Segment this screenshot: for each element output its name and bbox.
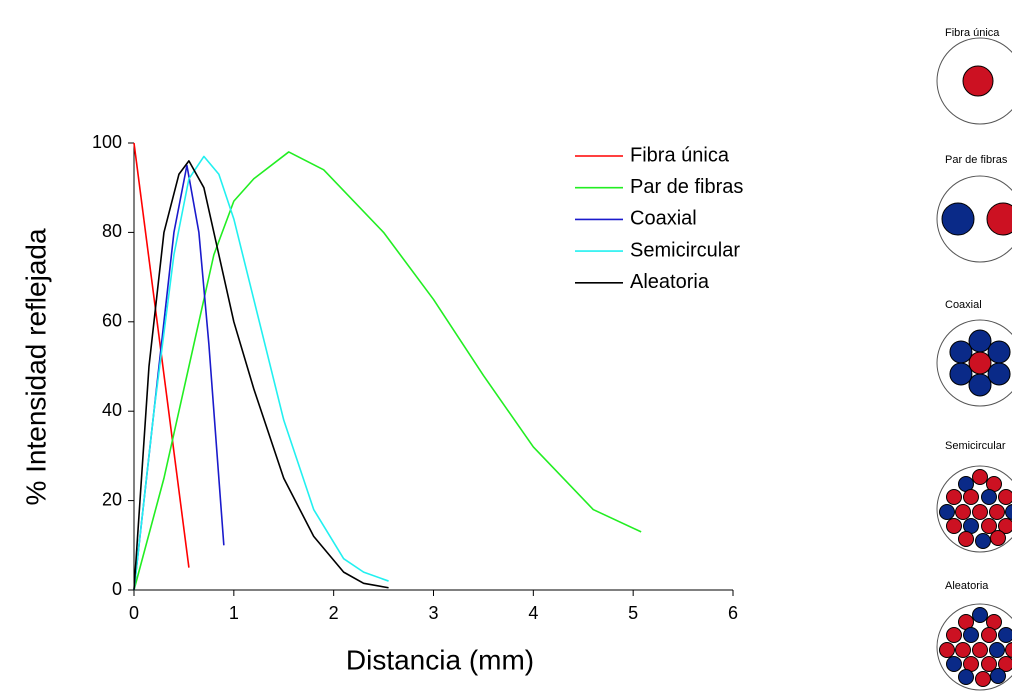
fiber xyxy=(998,489,1012,505)
fiber xyxy=(946,627,962,643)
fiber xyxy=(968,329,992,353)
diagram-outline xyxy=(936,175,1012,263)
legend-label: Par de fibras xyxy=(630,176,743,198)
y-tick-label: 40 xyxy=(102,400,122,420)
y-tick-label: 20 xyxy=(102,489,122,509)
fiber xyxy=(975,533,991,549)
fiber xyxy=(941,202,975,236)
series-line xyxy=(133,160,389,591)
fiber xyxy=(998,518,1012,534)
fiber xyxy=(989,504,1005,520)
diagram-label: Aleatoria xyxy=(945,580,989,592)
fiber xyxy=(958,531,974,547)
fiber xyxy=(1005,504,1012,520)
legend-label: Semicircular xyxy=(630,239,740,261)
fiber xyxy=(949,340,973,364)
diagram-label: Fibra única xyxy=(945,27,1000,39)
fiber xyxy=(972,469,988,485)
fiber xyxy=(981,518,997,534)
x-tick-label: 6 xyxy=(728,603,738,623)
legend-label: Fibra única xyxy=(630,144,730,166)
diagram-label: Par de fibras xyxy=(945,154,1008,166)
legend-label: Coaxial xyxy=(630,208,697,230)
fiber xyxy=(963,627,979,643)
fiber xyxy=(981,489,997,505)
fiber xyxy=(990,668,1006,684)
y-axis-label: % Intensidad reflejada xyxy=(20,228,51,506)
y-tick-label: 100 xyxy=(92,132,122,152)
series-line xyxy=(133,155,389,591)
fiber xyxy=(946,489,962,505)
fiber xyxy=(998,627,1012,643)
fiber xyxy=(963,489,979,505)
fiber xyxy=(939,642,955,658)
x-axis-label: Distancia (mm) xyxy=(346,644,534,675)
fiber xyxy=(972,607,988,623)
y-tick-label: 0 xyxy=(112,579,122,599)
x-tick-label: 1 xyxy=(229,603,239,623)
fiber xyxy=(989,642,1005,658)
fiber xyxy=(968,373,992,397)
fiber xyxy=(972,642,988,658)
fiber xyxy=(968,351,992,375)
x-tick-label: 3 xyxy=(428,603,438,623)
fiber xyxy=(955,642,971,658)
x-tick-label: 0 xyxy=(129,603,139,623)
fiber xyxy=(990,530,1006,546)
y-tick-label: 80 xyxy=(102,221,122,241)
fiber xyxy=(955,504,971,520)
fiber xyxy=(958,669,974,685)
fiber xyxy=(987,340,1011,364)
x-tick-label: 4 xyxy=(528,603,538,623)
fiber xyxy=(981,627,997,643)
fiber xyxy=(1005,642,1012,658)
fiber xyxy=(949,362,973,386)
fiber xyxy=(962,65,994,97)
x-tick-label: 5 xyxy=(628,603,638,623)
x-tick-label: 2 xyxy=(329,603,339,623)
y-tick-label: 60 xyxy=(102,311,122,331)
fiber xyxy=(946,518,962,534)
diagram-label: Coaxial xyxy=(945,299,982,311)
fiber xyxy=(986,202,1012,236)
fiber xyxy=(946,656,962,672)
fiber xyxy=(975,671,991,687)
legend-label: Aleatoria xyxy=(630,271,710,293)
fiber xyxy=(987,362,1011,386)
diagram-label: Semicircular xyxy=(945,440,1006,452)
series-line xyxy=(133,151,642,591)
fiber xyxy=(939,504,955,520)
fiber xyxy=(972,504,988,520)
fiber xyxy=(998,656,1012,672)
fiber xyxy=(981,656,997,672)
